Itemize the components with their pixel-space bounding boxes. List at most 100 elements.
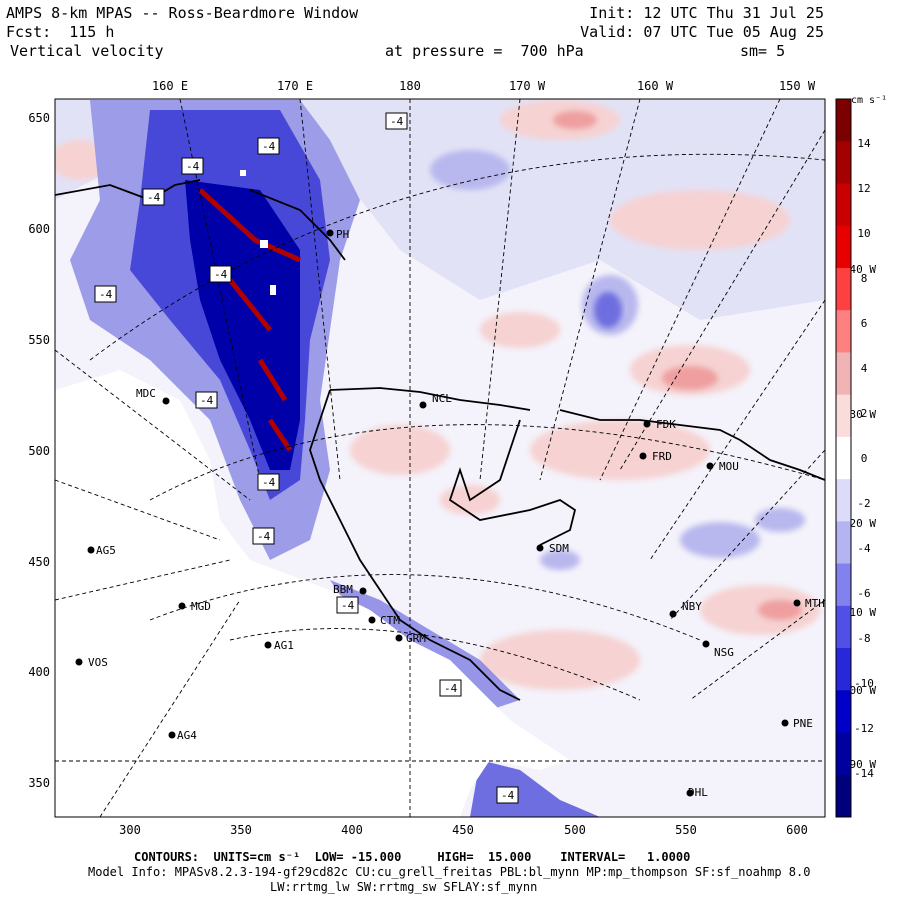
station-label-ag1: AG1	[274, 639, 294, 652]
station-label-mou: MOU	[719, 460, 739, 473]
colorbar-segment	[836, 225, 851, 269]
station-label-nsg: NSG	[714, 646, 734, 659]
station-label-mth: MTH	[805, 597, 825, 610]
station-label-ph: PH	[336, 228, 349, 241]
field-name: Vertical velocity	[10, 42, 164, 60]
contour-label: -4	[99, 288, 113, 301]
x-tick: 300	[119, 823, 141, 837]
lon-label: 170 W	[509, 79, 546, 93]
colorbar-label: 8	[861, 272, 868, 285]
y-tick: 450	[28, 555, 50, 569]
contour-label: -4	[501, 789, 515, 802]
colorbar-segment	[836, 605, 851, 649]
colorbar-segment	[836, 267, 851, 311]
station-label-grm: GRM	[406, 632, 426, 645]
colorbar-label: 12	[857, 182, 870, 195]
colorbar-label: -8	[857, 632, 870, 645]
station-label-ctm: CTM	[380, 614, 400, 627]
colorbar-segment	[836, 394, 851, 438]
contour-label: -4	[186, 160, 200, 173]
station-label-dhl: DHL	[688, 786, 708, 799]
x-tick: 350	[230, 823, 252, 837]
station-label-mdc: MDC	[136, 387, 156, 400]
map-field	[55, 99, 825, 817]
init-time: Init: 12 UTC Thu 31 Jul 25	[589, 4, 824, 22]
model-info: Model Info: MPASv8.2.3-194-gf29cd82c CU:…	[88, 865, 811, 879]
contour-label: -4	[341, 599, 355, 612]
station-label-ncl: NCL	[432, 392, 452, 405]
colorbar-label: -12	[854, 722, 874, 735]
colorbar-label: 6	[861, 317, 868, 330]
contour-label: -4	[257, 530, 271, 543]
colorbar-segment	[836, 521, 851, 565]
station-label-mgd: MGD	[191, 600, 211, 613]
colorbar-segment	[836, 436, 851, 480]
x-tick: 450	[452, 823, 474, 837]
map-frame	[54, 98, 826, 818]
valid-time: Valid: 07 UTC Tue 05 Aug 25	[580, 23, 824, 41]
model-info-physics: LW:rrtmg_lw SW:rrtmg_sw SFLAY:sf_mynn	[270, 880, 538, 894]
forecast-hour: Fcst: 115 h	[6, 23, 115, 41]
x-tick: 600	[786, 823, 808, 837]
y-tick: 400	[28, 665, 50, 679]
colorbar-label: 10	[857, 227, 870, 240]
colorbar-label: -4	[857, 542, 871, 555]
colorbar-segment	[836, 774, 851, 818]
station-label-nby: NBY	[682, 600, 702, 613]
lon-label: 160 W	[637, 79, 674, 93]
lon-label-right: 90 W	[850, 758, 877, 771]
y-tick: 550	[28, 333, 50, 347]
colorbar-frame	[835, 98, 852, 818]
y-tick: 650	[28, 111, 50, 125]
contour-label: -4	[444, 682, 458, 695]
station-label-ag4: AG4	[177, 729, 197, 742]
x-tick: 550	[675, 823, 697, 837]
colorbar-segment	[836, 141, 851, 184]
colorbar-label: 0	[861, 452, 868, 465]
colorbar-label: 2	[861, 407, 868, 420]
colorbar-units: cm s⁻¹	[851, 95, 887, 106]
pressure-level: at pressure = 700 hPa	[385, 42, 584, 60]
colorbar-segment	[836, 648, 851, 691]
station-label-pne: PNE	[793, 717, 813, 730]
map-title: AMPS 8-km MPAS -- Ross-Beardmore Window	[6, 4, 359, 22]
lon-label: 180	[399, 79, 421, 93]
contour-labels: -4 -4 -4 -4 -4 -4 -4 -4 -4 -4 -4 -4	[94, 112, 519, 804]
colorbar-label: 4	[861, 362, 868, 375]
colorbar-label: -2	[857, 497, 870, 510]
station-label-bbm: BBM	[333, 583, 353, 596]
colorbar-label: 14	[857, 137, 871, 150]
colorbar-label: -14	[854, 767, 874, 780]
y-tick: 350	[28, 776, 50, 790]
smoothing-value: sm= 5	[740, 42, 786, 60]
colorbar-segment	[836, 732, 851, 776]
lon-label: 160 E	[152, 79, 188, 93]
colorbar-segment	[836, 352, 851, 396]
colorbar	[835, 98, 852, 818]
colorbar-segment	[836, 99, 851, 142]
colorbar-segment	[836, 479, 851, 522]
x-tick: 400	[341, 823, 363, 837]
station-label-ag5: AG5	[96, 544, 116, 557]
colorbar-label: -10	[854, 677, 874, 690]
station-markers	[75, 229, 801, 797]
y-tick: 600	[28, 222, 50, 236]
colorbar-label: -6	[857, 587, 870, 600]
colorbar-segment	[836, 690, 851, 734]
colorbar-segment	[836, 563, 851, 607]
lon-label: 170 E	[277, 79, 313, 93]
x-tick: 500	[564, 823, 586, 837]
station-label-sdm: SDM	[549, 542, 569, 555]
y-tick: 500	[28, 444, 50, 458]
contour-label: -4	[147, 191, 161, 204]
contour-info: CONTOURS: UNITS=cm s⁻¹ LOW= -15.000 HIGH…	[134, 850, 691, 864]
contour-label: -4	[262, 476, 276, 489]
lon-label: 150 W	[779, 79, 816, 93]
colorbar-segment	[836, 183, 851, 227]
station-label-fdk: FDK	[656, 418, 676, 431]
colorbar-segment	[836, 310, 851, 353]
contour-label: -4	[262, 140, 276, 153]
contour-label: -4	[390, 115, 404, 128]
contour-label: -4	[214, 268, 228, 281]
